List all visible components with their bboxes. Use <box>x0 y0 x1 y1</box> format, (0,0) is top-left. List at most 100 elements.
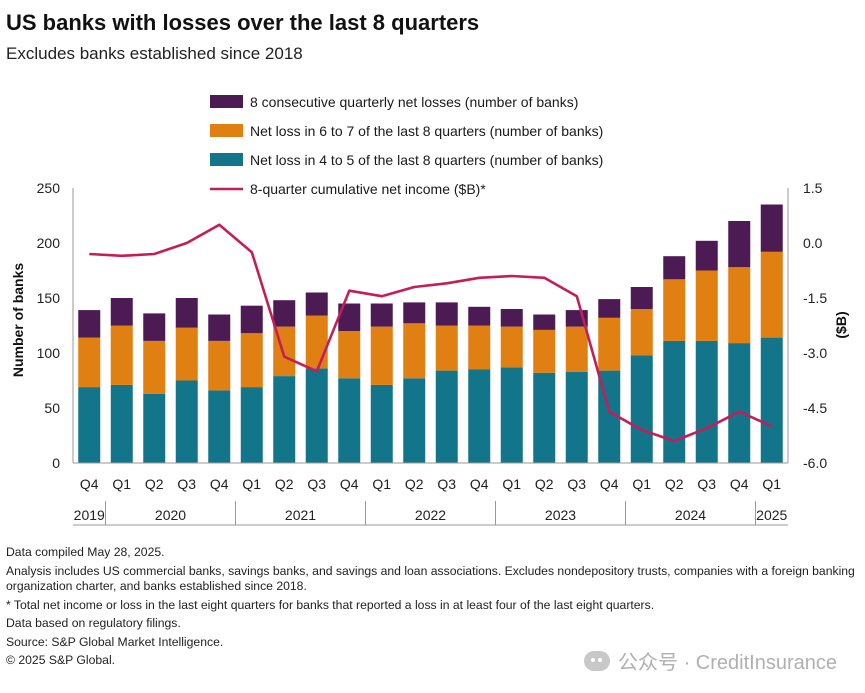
bar-segment-loss-4-5 <box>273 376 296 463</box>
x-tick-label: Q4 <box>730 476 749 492</box>
bar-segment-loss-8 <box>208 314 231 341</box>
y2-tick-label: -1.5 <box>803 290 827 306</box>
note-data-basis: Data based on regulatory filings. <box>6 616 181 630</box>
x-tick-label: Q1 <box>112 476 131 492</box>
bar-segment-loss-4-5 <box>338 378 361 463</box>
bar-segment-loss-8 <box>533 314 556 330</box>
x-tick-label: Q3 <box>567 476 586 492</box>
bar-segment-loss-4-5 <box>663 340 686 463</box>
bar-segment-loss-6-7 <box>78 337 101 388</box>
bar-segment-loss-8 <box>695 240 718 271</box>
bar-segment-loss-6-7 <box>468 325 491 370</box>
note-compiled: Data compiled May 28, 2025. <box>6 545 165 559</box>
x-tick-label: Q3 <box>177 476 196 492</box>
bar-segment-loss-4-5 <box>143 393 166 463</box>
y-tick-label: 100 <box>37 345 61 361</box>
bar-segment-loss-8 <box>728 221 751 268</box>
bar-segment-loss-6-7 <box>663 279 686 341</box>
y2-tick-label: -6.0 <box>803 455 827 471</box>
bar-segment-loss-6-7 <box>370 326 393 385</box>
watermark-text: 公众号 · CreditInsurance <box>618 652 837 674</box>
y-tick-label: 50 <box>44 400 60 416</box>
bar-segment-loss-6-7 <box>338 331 361 379</box>
bar-segment-loss-6-7 <box>143 340 166 394</box>
axes-group: 0 50 100 150 200 250 1.5 0.0 -1.5 -3.0 -4.5 -6.0 Q4 Q… <box>37 180 827 526</box>
bar-segment-loss-4-5 <box>695 340 718 463</box>
bar-segment-loss-4-5 <box>370 384 393 463</box>
bar-segment-loss-4-5 <box>565 371 588 463</box>
year-label: 2021 <box>285 507 316 523</box>
watermark: 公众号 · CreditInsurance <box>584 646 837 675</box>
bar-segment-loss-8 <box>143 313 166 341</box>
year-label: 2019 <box>74 507 105 523</box>
x-tick-label: Q4 <box>80 476 99 492</box>
bar-segment-loss-8 <box>338 303 361 331</box>
bar-segment-loss-6-7 <box>565 326 588 372</box>
bar-segment-loss-8 <box>78 310 101 338</box>
chart-legend: 8 consecutive quarterly net losses (numb… <box>210 94 603 197</box>
legend-label: 8-quarter cumulative net income ($B)* <box>250 181 486 197</box>
bars-group <box>78 204 783 463</box>
x-tick-label: Q2 <box>275 476 294 492</box>
x-tick-label: Q4 <box>340 476 359 492</box>
bar-segment-loss-6-7 <box>598 317 621 371</box>
year-label: 2025 <box>756 507 787 523</box>
chart-notes: Data compiled May 28, 2025. Analysis inc… <box>6 545 856 672</box>
bar-segment-loss-8 <box>403 302 426 324</box>
bar-segment-loss-4-5 <box>435 370 458 463</box>
x-tick-label: Q1 <box>372 476 391 492</box>
line-layer <box>89 223 773 443</box>
x-tick-label: Q1 <box>242 476 261 492</box>
y2-tick-label: 1.5 <box>803 180 823 196</box>
y-tick-label: 200 <box>37 235 61 251</box>
y2-tick-label: -4.5 <box>803 400 827 416</box>
bar-line-chart: 8 consecutive quarterly net losses (numb… <box>10 94 849 526</box>
note-footnote: * Total net income or loss in the last e… <box>6 597 655 612</box>
bar-segment-loss-8 <box>110 298 133 326</box>
bar-segment-loss-8 <box>273 300 296 327</box>
x-tick-label: Q1 <box>762 476 781 492</box>
legend-swatch <box>210 153 243 166</box>
year-label: 2024 <box>675 507 706 523</box>
bar-segment-loss-4-5 <box>78 387 101 463</box>
x-tick-label: Q4 <box>470 476 489 492</box>
bar-segment-loss-6-7 <box>208 340 231 391</box>
bar-segment-loss-8 <box>240 305 263 334</box>
x-tick-label: Q4 <box>600 476 619 492</box>
x-tick-label: Q2 <box>405 476 424 492</box>
bar-segment-loss-6-7 <box>630 309 653 356</box>
bar-segment-loss-8 <box>175 298 198 328</box>
y-tick-label: 250 <box>37 180 61 196</box>
bar-segment-loss-4-5 <box>305 368 328 463</box>
bar-segment-loss-6-7 <box>728 267 751 344</box>
bar-segment-loss-4-5 <box>110 384 133 463</box>
bar-segment-loss-6-7 <box>533 329 556 373</box>
bar-segment-loss-6-7 <box>435 325 458 371</box>
y2-tick-label: 0.0 <box>803 235 823 251</box>
x-tick-label: Q4 <box>210 476 229 492</box>
wechat-icon <box>584 650 611 671</box>
bar-segment-loss-8 <box>500 309 523 327</box>
legend-swatch <box>210 95 243 108</box>
year-label: 2022 <box>415 507 446 523</box>
bar-segment-loss-8 <box>663 256 686 280</box>
bar-segment-loss-6-7 <box>403 323 426 379</box>
year-label: 2020 <box>155 507 186 523</box>
net-income-line <box>89 223 773 443</box>
bar-segment-loss-8 <box>630 287 653 309</box>
legend-label: Net loss in 6 to 7 of the last 8 quarter… <box>250 123 603 139</box>
bar-segment-loss-4-5 <box>240 387 263 463</box>
x-tick-label: Q1 <box>502 476 521 492</box>
bar-segment-loss-6-7 <box>175 327 198 381</box>
legend-swatch <box>210 124 243 137</box>
bar-segment-loss-4-5 <box>630 355 653 463</box>
x-tick-label: Q3 <box>437 476 456 492</box>
bar-segment-loss-4-5 <box>500 367 523 463</box>
bar-segment-loss-8 <box>468 306 491 326</box>
y2-axis-title: ($B) <box>833 311 849 338</box>
bar-segment-loss-4-5 <box>175 380 198 463</box>
chart-subtitle: Excludes banks established since 2018 <box>6 44 303 63</box>
bar-segment-loss-8 <box>760 204 783 252</box>
x-tick-label: Q2 <box>145 476 164 492</box>
y2-tick-label: -3.0 <box>803 345 827 361</box>
